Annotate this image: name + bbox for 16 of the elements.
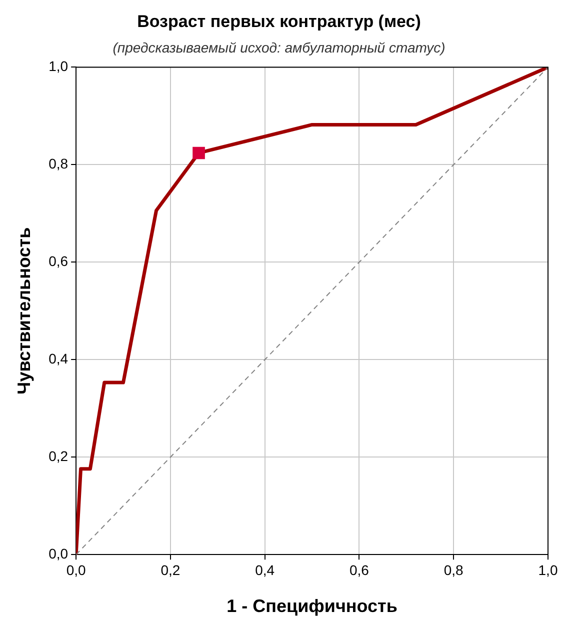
y-tick-label: 0,8 (48, 156, 68, 172)
x-axis-title: 1 - Специфичность (226, 596, 398, 616)
chart-title: Возраст первых контрактур (мес) (137, 12, 421, 31)
y-tick-label: 0,0 (48, 545, 68, 562)
y-tick-label: 0,6 (48, 253, 68, 270)
x-tick-label: 0,8 (444, 562, 464, 578)
y-tick-label: 0,4 (48, 350, 68, 366)
y-tick-label: 0,2 (48, 448, 68, 464)
y-tick-label: 1,0 (48, 58, 68, 74)
x-tick-label: 0,6 (349, 562, 370, 578)
x-tick-label: 0,4 (255, 562, 275, 578)
y-axis-title: Чувствительность (14, 227, 34, 394)
chart-subtitle: (предсказываемый исход: амбулаторный статус) (112, 40, 446, 56)
x-tick-label: 0,0 (66, 562, 86, 578)
x-tick-label: 1,0 (538, 562, 558, 578)
x-tick-label: 0,2 (160, 562, 180, 578)
